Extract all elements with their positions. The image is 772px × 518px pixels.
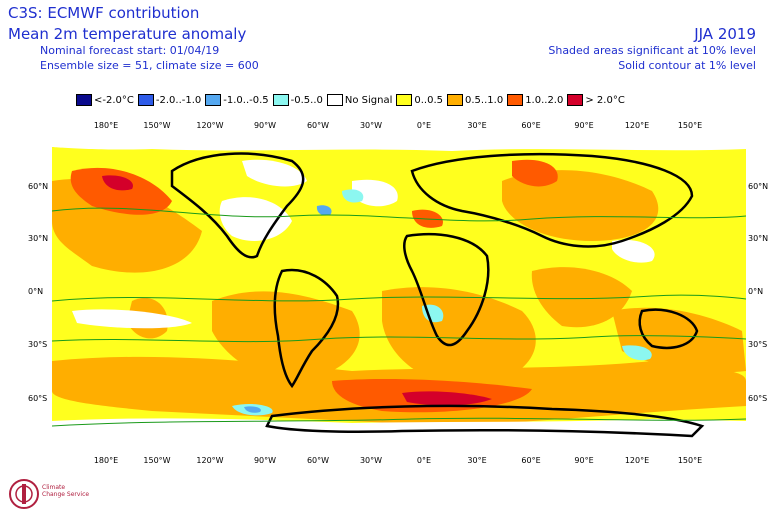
legend-item: -1.0..-0.5 [205,94,269,106]
legend-swatch [396,94,413,106]
legend-item: <-2.0°C [76,94,134,106]
legend-item: -0.5..0 [272,94,323,106]
logo-text: Climate Change Service [42,484,90,498]
legend-swatch [272,94,289,106]
longitude-label: 120°W [196,121,224,130]
legend-swatch [567,94,584,106]
climate-change-service-logo [9,479,39,509]
longitude-label: 90°W [253,456,277,465]
longitude-label: 30°W [359,121,383,130]
legend-label: -2.0..-1.0 [155,94,202,106]
longitude-label: 120°W [196,456,224,465]
longitude-label: 120°E [624,456,650,465]
latitude-label: 60°S [748,394,768,403]
latitude-label: 60°N [28,182,49,191]
significance-contours [52,207,746,427]
latitude-label: 0°N [28,287,44,296]
legend-label: 0.5..1.0 [465,94,504,106]
legend-label: -0.5..0 [290,94,323,106]
legend-swatch [447,94,464,106]
legend-item: -2.0..-1.0 [137,94,202,106]
legend-item: > 2.0°C [567,94,625,106]
moderate-cold-areas [244,205,332,413]
longitude-label: 60°E [521,456,541,465]
latitude-label: 60°N [748,182,769,191]
latitude-label: 30°N [28,234,49,243]
longitude-label: 180°E [93,456,119,465]
legend-item: 0.5..1.0 [447,94,503,106]
latitude-label: 0°N [748,287,764,296]
longitude-label: 30°W [359,456,383,465]
latitude-label: 60°S [28,394,48,403]
legend-label: > 2.0°C [585,94,625,106]
significance-note: Shaded areas significant at 10% level [548,44,756,57]
longitude-label: 150°W [143,456,171,465]
latitude-label: 30°S [28,340,48,349]
legend-label: <-2.0°C [94,94,134,106]
legend-item: No Signal [326,94,393,106]
longitude-label: 150°E [677,456,703,465]
coastlines [170,152,705,438]
longitude-label: 120°E [624,121,650,130]
legend-swatch [76,94,92,106]
longitude-label: 90°W [253,121,277,130]
contour-note: Solid contour at 1% level [618,59,756,72]
longitude-label: 60°W [306,456,330,465]
title-provider: C3S: ECMWF contribution [8,4,200,22]
legend-label: 0..0.5 [414,94,444,106]
legend-swatch [205,94,222,106]
extreme-warm-areas [102,175,492,406]
legend-label: -1.0..-0.5 [223,94,269,106]
legend-item: 1.0..2.0 [507,94,563,106]
ensemble-size: Ensemble size = 51, climate size = 600 [40,59,259,72]
longitude-label: 60°W [306,121,330,130]
legend-swatch [326,94,343,106]
longitude-label: 150°E [677,121,703,130]
legend-label: No Signal [344,94,393,106]
longitude-label: 90°E [574,456,594,465]
longitude-label: 180°E [93,121,119,130]
longitude-label: 30°E [467,456,487,465]
legend-swatch [137,94,154,106]
latitude-label: 30°S [748,340,768,349]
forecast-start: Nominal forecast start: 01/04/19 [40,44,220,57]
temperature-anomaly-map [52,131,746,452]
color-legend: <-2.0°C -2.0..-1.0 -1.0..-0.5 -0.5..0 No Sig… [76,92,629,108]
legend-swatch [507,94,524,106]
longitude-label: 150°W [143,121,171,130]
legend-item: 0..0.5 [396,94,443,106]
longitude-label: 30°E [467,121,487,130]
legend-label: 1.0..2.0 [525,94,564,106]
longitude-label: 0°E [416,456,432,465]
longitude-label: 60°E [521,121,541,130]
season-label: JJA 2019 [694,25,756,43]
longitude-label: 90°E [574,121,594,130]
no-signal-areas [52,131,746,452]
longitude-label: 0°E [416,121,432,130]
latitude-label: 30°N [748,234,769,243]
title-variable: Mean 2m temperature anomaly [8,25,247,43]
